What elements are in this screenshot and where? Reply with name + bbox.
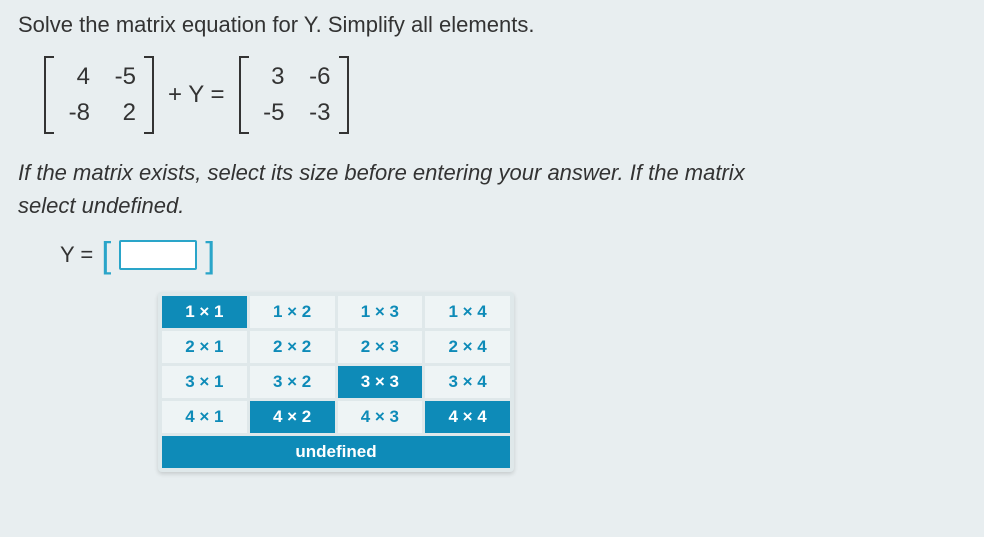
size-option[interactable]: 4 × 3	[338, 401, 423, 433]
right-bracket-icon	[337, 56, 349, 134]
answer-input[interactable]	[119, 240, 197, 270]
equation-operator: + Y =	[168, 81, 225, 109]
left-bracket-icon	[239, 56, 251, 134]
size-option[interactable]: 1 × 2	[250, 296, 335, 328]
question-text: Solve the matrix equation for Y. Simplif…	[18, 12, 966, 38]
size-option[interactable]: 3 × 1	[162, 366, 247, 398]
answer-bracket-left-icon: [	[101, 241, 111, 270]
size-option[interactable]: 1 × 3	[338, 296, 423, 328]
left-matrix: 4 -5 -8 2	[44, 56, 154, 134]
answer-label: Y =	[60, 242, 93, 268]
instruction-line: If the matrix exists, select its size be…	[18, 160, 745, 185]
matrix-equation: 4 -5 -8 2 + Y = 3 -6 -5 -3	[44, 56, 966, 134]
answer-row: Y = [ ]	[60, 240, 966, 270]
size-option[interactable]: 3 × 4	[425, 366, 510, 398]
size-option[interactable]: 4 × 2	[250, 401, 335, 433]
size-option[interactable]: 4 × 1	[162, 401, 247, 433]
instruction-line: select undefined.	[18, 193, 184, 218]
size-selector: 1 × 11 × 21 × 31 × 4 2 × 12 × 22 × 32 × 4…	[158, 292, 514, 472]
size-option[interactable]: 1 × 4	[425, 296, 510, 328]
matrix-cell: -5	[257, 99, 285, 127]
right-matrix: 3 -6 -5 -3	[239, 56, 349, 134]
size-option[interactable]: 2 × 1	[162, 331, 247, 363]
right-matrix-body: 3 -6 -5 -3	[251, 56, 337, 134]
matrix-cell: 2	[108, 99, 136, 127]
size-option[interactable]: 2 × 4	[425, 331, 510, 363]
size-option[interactable]: 3 × 2	[250, 366, 335, 398]
instruction-text: If the matrix exists, select its size be…	[18, 156, 966, 222]
matrix-cell: -6	[303, 63, 331, 91]
matrix-cell: 3	[257, 63, 285, 91]
answer-bracket-right-icon: ]	[205, 241, 215, 270]
size-option[interactable]: 3 × 3	[338, 366, 423, 398]
size-option[interactable]: 4 × 4	[425, 401, 510, 433]
left-matrix-body: 4 -5 -8 2	[56, 56, 142, 134]
left-bracket-icon	[44, 56, 56, 134]
size-option[interactable]: 2 × 3	[338, 331, 423, 363]
matrix-cell: -8	[62, 99, 90, 127]
right-bracket-icon	[142, 56, 154, 134]
matrix-cell: -5	[108, 63, 136, 91]
size-option[interactable]: 2 × 2	[250, 331, 335, 363]
matrix-cell: -3	[303, 99, 331, 127]
size-option[interactable]: 1 × 1	[162, 296, 247, 328]
size-grid: 1 × 11 × 21 × 31 × 4 2 × 12 × 22 × 32 × 4…	[162, 296, 510, 468]
size-option-undefined[interactable]: undefined	[162, 436, 510, 468]
matrix-cell: 4	[62, 63, 90, 91]
